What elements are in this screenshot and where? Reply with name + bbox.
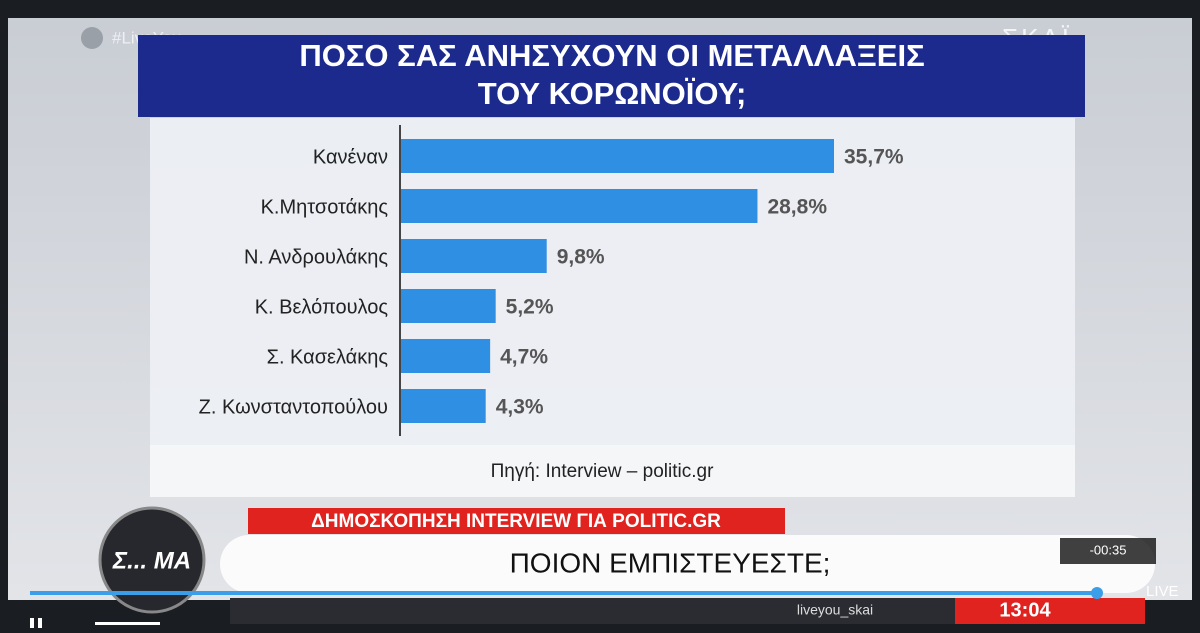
show-logo: Σ... ΜΑ <box>112 547 191 574</box>
title-band <box>138 35 1085 117</box>
category-label: Κ. Βελόπουλος <box>255 296 389 318</box>
headline-bg <box>220 535 1155 593</box>
value-label: 35,7% <box>844 146 904 169</box>
value-label: 28,8% <box>767 196 827 219</box>
clock: 13:04 <box>999 599 1051 621</box>
bar <box>401 239 547 273</box>
clock-bg <box>955 598 1145 624</box>
category-label: Σ. Κασελάκης <box>267 346 389 368</box>
pause-button[interactable] <box>38 618 42 628</box>
bar <box>401 389 486 423</box>
category-label: Κ.Μητσοτάκης <box>261 196 389 218</box>
bars: Κανέναν 35,7% Κ.Μητσοτάκης 28,8% Ν. Ανδρουλά… <box>199 139 904 423</box>
time-remaining: -00:35 <box>1090 542 1127 557</box>
progress-bar[interactable] <box>30 591 1098 595</box>
bottom-strip <box>230 598 960 624</box>
chart-title: ΠΟΣΟ ΣΑΣ ΑΝΗΣΥΧΟΥΝ ΟΙ ΜΕΤΑΛΛΑΞΕΙΣ <box>299 38 924 73</box>
bar <box>401 139 834 173</box>
value-label: 5,2% <box>506 296 554 319</box>
category-label: Ζ. Κωνσταντοπούλου <box>199 396 388 418</box>
pause-button[interactable] <box>30 618 34 628</box>
chart-title: ΤΟΥ ΚΟΡΩΝΟΪΟΥ; <box>478 76 747 111</box>
value-label: 4,3% <box>496 396 544 419</box>
volume-slider[interactable] <box>95 622 160 625</box>
ticker-heading-bg <box>248 508 785 534</box>
channel-icon <box>81 27 103 49</box>
value-label: 4,7% <box>500 346 548 369</box>
source: Πηγή: Interview – politic.gr <box>491 461 714 482</box>
source-band <box>150 445 1075 497</box>
ticker-heading: ΔΗΜΟΣΚΟΠΗΣΗ INTERVIEW ΓΙΑ POLITIC.GR <box>311 511 721 532</box>
value-label: 9,8% <box>557 246 605 269</box>
category-label: Ν. Ανδρουλάκης <box>244 246 388 268</box>
category-label: Κανέναν <box>313 146 388 168</box>
bar <box>401 189 758 223</box>
live-indicator[interactable]: LIVE <box>1146 583 1179 600</box>
bar <box>401 289 496 323</box>
time-tooltip <box>1060 538 1156 564</box>
progress-handle[interactable] <box>1091 587 1103 599</box>
headline: ΠΟΙΟΝ ΕΜΠΙΣΤΕΥΕΣΤΕ; <box>510 547 831 578</box>
bar <box>401 339 491 373</box>
handle: liveyou_skai <box>797 602 873 618</box>
show-logo-bg <box>98 506 206 614</box>
